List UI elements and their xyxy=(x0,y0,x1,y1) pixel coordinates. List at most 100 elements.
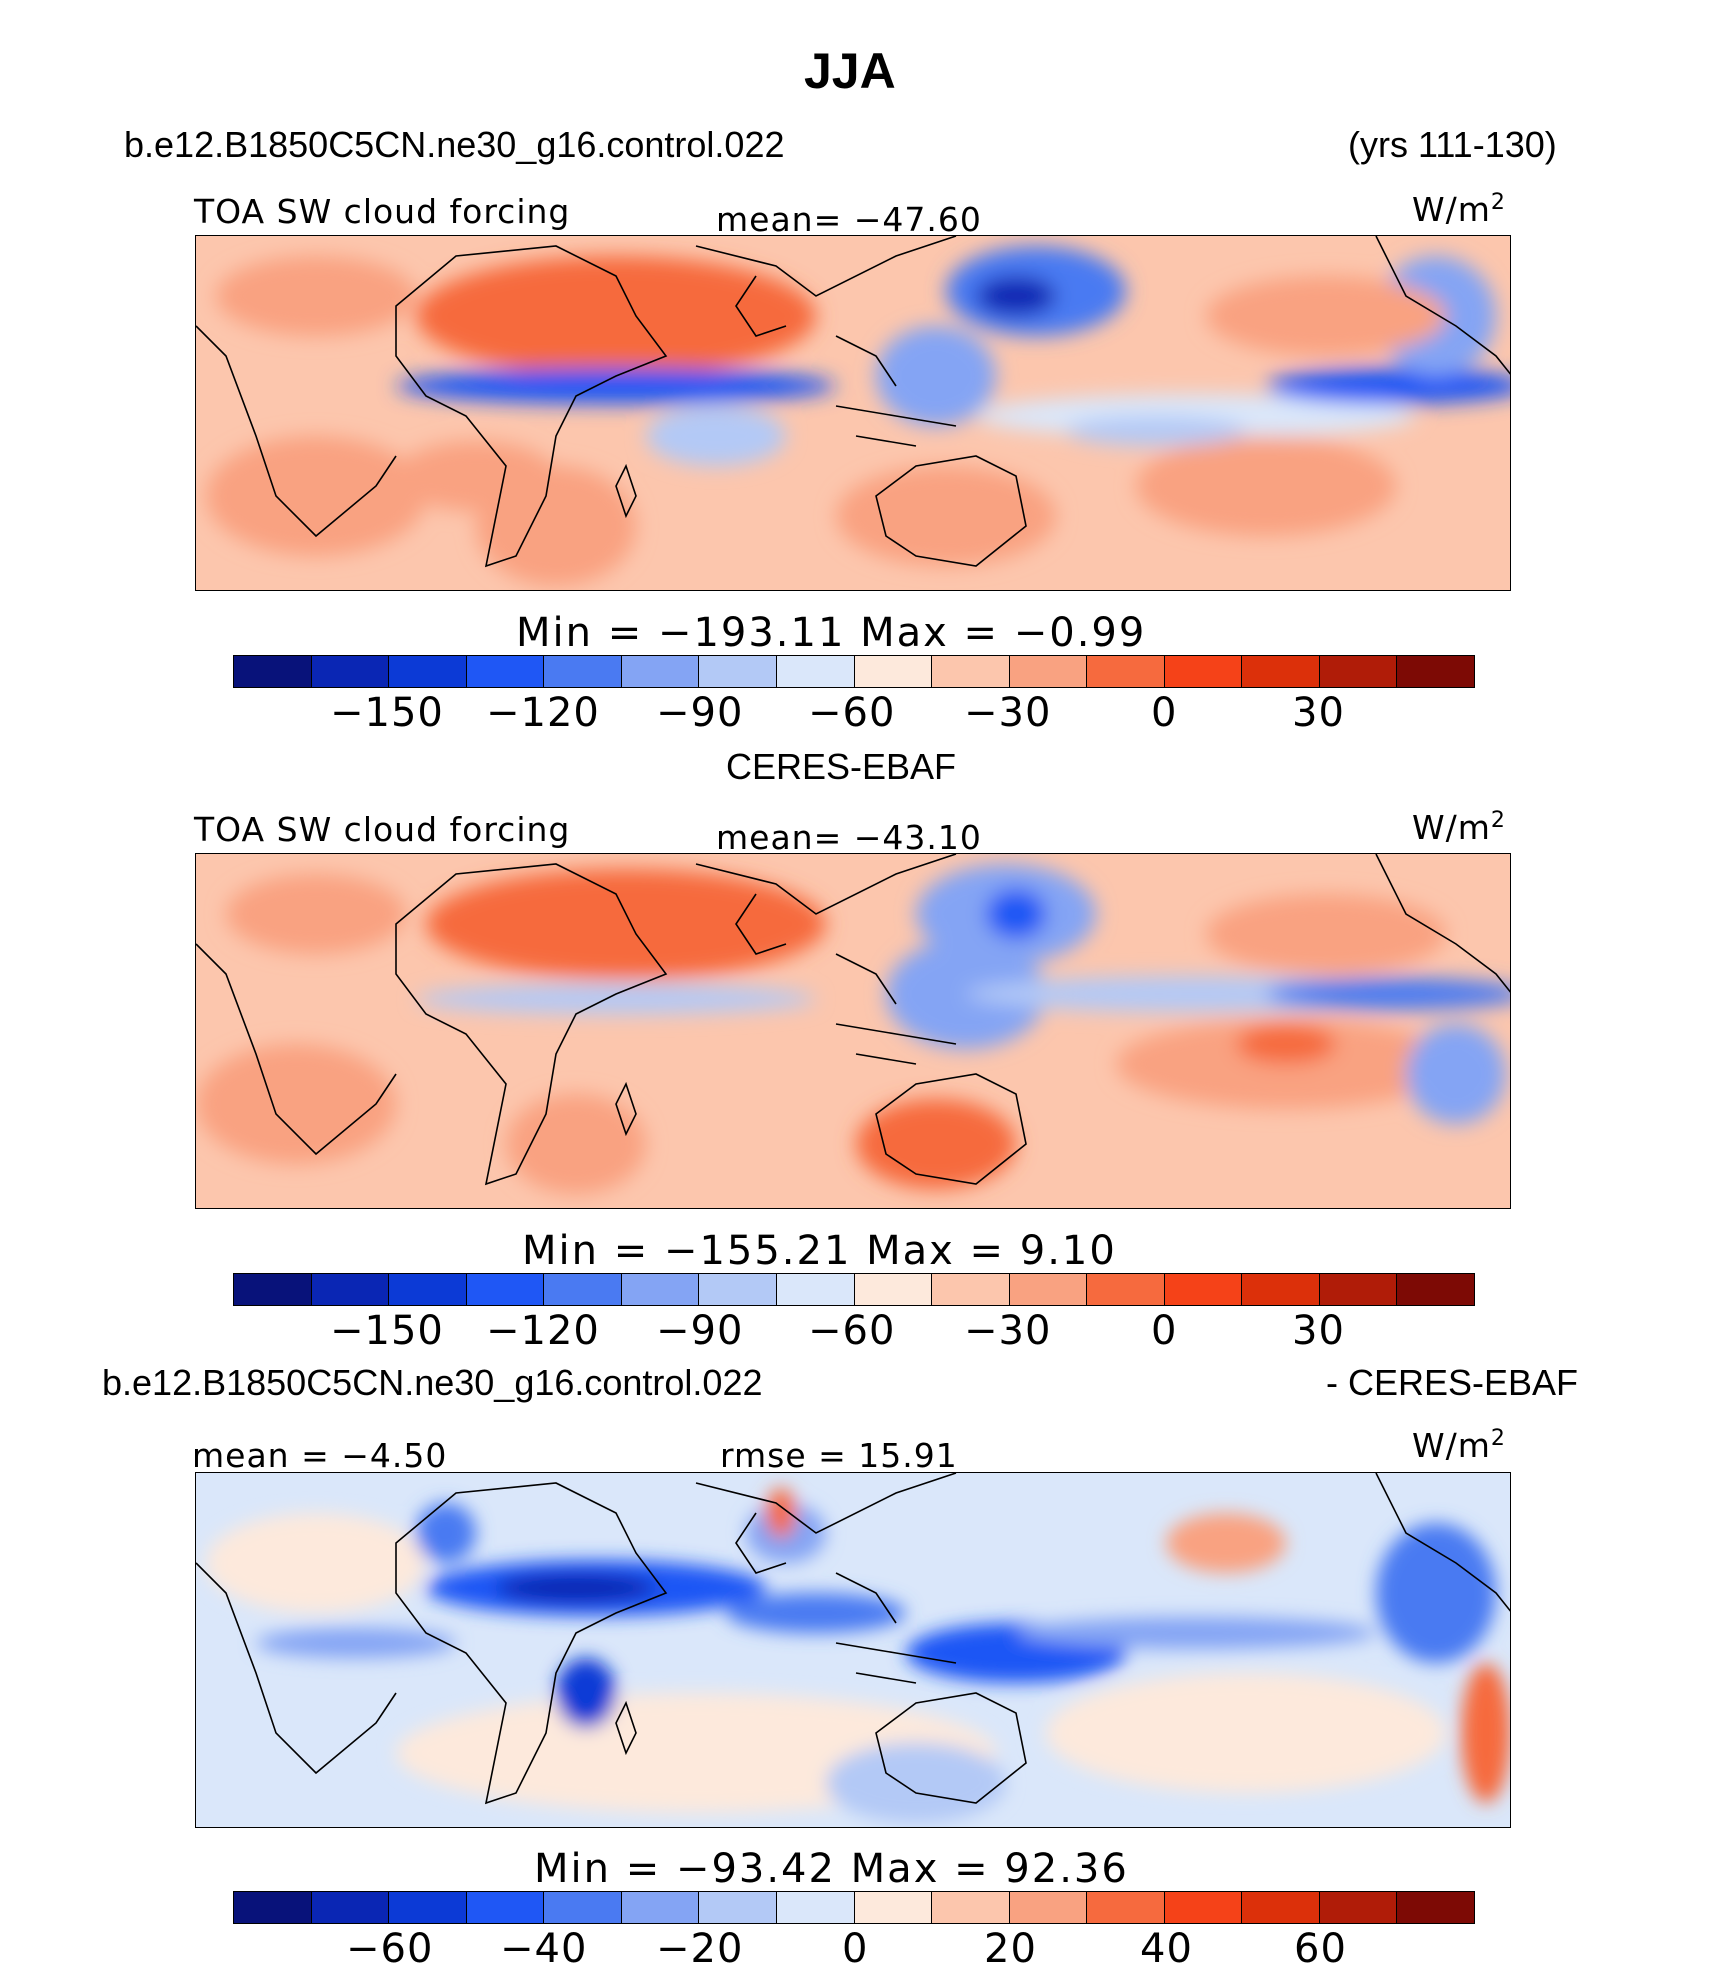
units-exponent: 2 xyxy=(1490,808,1506,833)
colorbar-tick-label: 0 xyxy=(1151,1308,1178,1354)
panel3-minmax: Min = −93.42 Max = 92.36 xyxy=(534,1846,1129,1892)
colorbar-swatch xyxy=(234,1892,312,1923)
diff-reference: - CERES-EBAF xyxy=(1326,1362,1579,1403)
colorbar-tick-label: −60 xyxy=(346,1926,434,1972)
panel2-colorbar xyxy=(233,1273,1475,1306)
coastlines xyxy=(196,236,1510,568)
colorbar-tick-label: −150 xyxy=(330,690,444,736)
colorbar-tick-label: 40 xyxy=(1140,1926,1193,1972)
colorbar-swatch xyxy=(776,656,855,687)
colorbar-swatch xyxy=(621,656,700,687)
colorbar-tick-label: −150 xyxy=(330,1308,444,1354)
colorbar-tick-label: −90 xyxy=(656,690,744,736)
colorbar-swatch xyxy=(1164,1892,1243,1923)
colorbar-tick-label: 30 xyxy=(1292,690,1345,736)
colorbar-swatch xyxy=(234,1274,312,1305)
colorbar-tick-label: −30 xyxy=(964,690,1052,736)
colorbar-swatch xyxy=(932,1274,1010,1305)
colorbar-swatch xyxy=(311,1892,390,1923)
panel2-units: W/m2 xyxy=(1412,808,1506,847)
colorbar-swatch xyxy=(621,1274,700,1305)
colorbar-swatch xyxy=(234,656,312,687)
panel1-minmax: Min = −193.11 Max = −0.99 xyxy=(516,610,1147,656)
colorbar-swatch xyxy=(389,1892,467,1923)
colorbar-swatch xyxy=(1242,656,1320,687)
units-base: W/m xyxy=(1412,1426,1491,1465)
coastlines xyxy=(196,854,1510,1186)
colorbar-swatch xyxy=(389,1274,467,1305)
colorbar-swatch xyxy=(854,1892,933,1923)
colorbar-tick-label: −60 xyxy=(808,1308,896,1354)
colorbar-swatch xyxy=(544,1892,622,1923)
panel1-units: W/m2 xyxy=(1412,190,1506,229)
units-base: W/m xyxy=(1412,190,1491,229)
colorbar-swatch xyxy=(1164,656,1243,687)
panel1-field xyxy=(206,246,1510,586)
colorbar-swatch xyxy=(1009,656,1088,687)
case-name: b.e12.B1850C5CN.ne30_g16.control.022 xyxy=(124,124,785,165)
colorbar-tick-label: −120 xyxy=(486,690,600,736)
colorbar-tick-label: 0 xyxy=(1151,690,1178,736)
colorbar-swatch xyxy=(1242,1274,1320,1305)
colorbar-swatch xyxy=(1319,1274,1398,1305)
colorbar-swatch xyxy=(311,656,390,687)
panel3-map xyxy=(195,1472,1511,1828)
colorbar-tick-label: −90 xyxy=(656,1308,744,1354)
colorbar-swatch xyxy=(699,656,777,687)
colorbar-swatch xyxy=(466,1274,545,1305)
colorbar-tick-label: 20 xyxy=(984,1926,1037,1972)
colorbar-swatch xyxy=(932,656,1010,687)
panel2-map xyxy=(195,853,1511,1209)
panel1-variable-label: TOA SW cloud forcing xyxy=(194,192,571,231)
colorbar-swatch xyxy=(1009,1892,1088,1923)
panel2-mean: mean= −43.10 xyxy=(716,818,982,857)
panel1-map xyxy=(195,235,1511,591)
colorbar-swatch xyxy=(1319,1892,1398,1923)
panel1-mean: mean= −47.60 xyxy=(716,200,982,239)
panel3-rmse: rmse = 15.91 xyxy=(720,1436,958,1475)
colorbar-swatch xyxy=(1087,1892,1165,1923)
colorbar-swatch xyxy=(1242,1892,1320,1923)
colorbar-swatch xyxy=(854,656,933,687)
diff-case-name: b.e12.B1850C5CN.ne30_g16.control.022 xyxy=(102,1362,763,1403)
colorbar-swatch xyxy=(311,1274,390,1305)
colorbar-tick-label: 30 xyxy=(1292,1308,1345,1354)
colorbar-swatch xyxy=(544,1274,622,1305)
colorbar-swatch xyxy=(466,1892,545,1923)
units-exponent: 2 xyxy=(1490,190,1506,215)
colorbar-swatch xyxy=(1397,1892,1474,1923)
colorbar-swatch xyxy=(621,1892,700,1923)
colorbar-swatch xyxy=(389,656,467,687)
colorbar-swatch xyxy=(854,1274,933,1305)
colorbar-swatch xyxy=(1087,656,1165,687)
colorbar-swatch xyxy=(1397,1274,1474,1305)
colorbar-swatch xyxy=(544,656,622,687)
colorbar-swatch xyxy=(1164,1274,1243,1305)
colorbar-tick-label: −20 xyxy=(656,1926,744,1972)
colorbar-tick-label: 60 xyxy=(1294,1926,1347,1972)
panel2-variable-label: TOA SW cloud forcing xyxy=(194,810,571,849)
panel3-colorbar xyxy=(233,1891,1475,1924)
page-title: JJA xyxy=(804,43,896,99)
colorbar-swatch xyxy=(776,1892,855,1923)
units-base: W/m xyxy=(1412,808,1491,847)
panel2-source-label: CERES-EBAF xyxy=(726,746,957,787)
colorbar-swatch xyxy=(699,1274,777,1305)
colorbar-swatch xyxy=(699,1892,777,1923)
panel1-colorbar xyxy=(233,655,1475,688)
colorbar-tick-label: −120 xyxy=(486,1308,600,1354)
colorbar-swatch xyxy=(776,1274,855,1305)
coastlines xyxy=(196,1473,1510,1805)
colorbar-swatch xyxy=(932,1892,1010,1923)
colorbar-swatch xyxy=(1319,656,1398,687)
units-exponent: 2 xyxy=(1490,1426,1506,1451)
colorbar-tick-label: 0 xyxy=(842,1926,869,1972)
colorbar-swatch xyxy=(466,656,545,687)
panel3-units: W/m2 xyxy=(1412,1426,1506,1465)
years-label: (yrs 111-130) xyxy=(1348,124,1557,165)
colorbar-tick-label: −40 xyxy=(500,1926,588,1972)
colorbar-swatch xyxy=(1087,1274,1165,1305)
panel3-mean: mean = −4.50 xyxy=(192,1436,448,1475)
colorbar-swatch xyxy=(1009,1274,1088,1305)
colorbar-tick-label: −30 xyxy=(964,1308,1052,1354)
